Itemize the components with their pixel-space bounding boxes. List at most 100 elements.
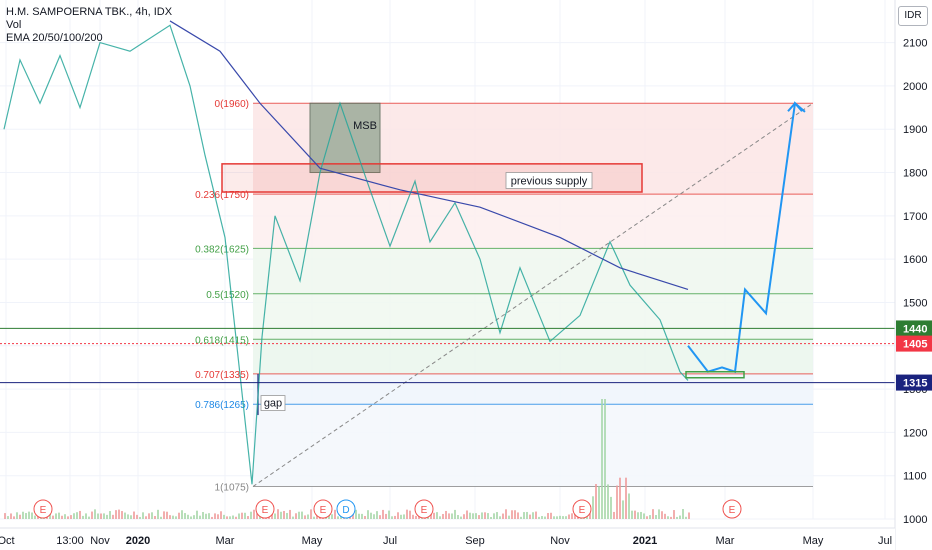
volume-bar (448, 513, 450, 519)
volume-bar (460, 516, 462, 519)
volume-bar (598, 486, 600, 519)
volume-bar (85, 513, 87, 519)
price-tag-1315 (896, 374, 932, 391)
x-tick-label: Nov (550, 535, 570, 547)
volume-bar (310, 509, 312, 519)
event-marker (336, 499, 356, 519)
volume-bar (391, 516, 393, 519)
y-tick-label: 1700 (903, 211, 927, 223)
volume-bar (313, 516, 315, 519)
volume-bar (604, 399, 606, 519)
x-tick-label: Mar (716, 535, 735, 547)
ema-label[interactable]: EMA 20/50/100/200 (6, 32, 103, 44)
y-tick-label: 1800 (903, 168, 927, 180)
volume-bar (157, 509, 159, 519)
event-marker-label: E (579, 505, 586, 516)
volume-bar (145, 516, 147, 519)
symbol-title[interactable]: H.M. SAMPOERNA TBK., 4h, IDX (6, 6, 173, 18)
volume-bar (664, 513, 666, 519)
volume-bar (592, 496, 594, 519)
volume-label[interactable]: Vol (6, 19, 22, 31)
volume-bar (367, 510, 369, 519)
price-tag-label: 1440 (903, 323, 927, 335)
volume-bar (487, 513, 489, 519)
volume-bar (31, 512, 33, 519)
volume-bar (634, 510, 636, 519)
x-tick-label: Sep (465, 535, 485, 547)
event-marker (572, 499, 592, 519)
volume-bar (433, 512, 435, 519)
volume-bar (628, 493, 630, 519)
volume-bar (229, 516, 231, 519)
volume-bar (61, 515, 63, 519)
volume-bar (385, 513, 387, 519)
event-marker (414, 499, 434, 519)
volume-bar (277, 509, 279, 519)
volume-bar (622, 500, 624, 519)
x-tick-label: May (803, 535, 824, 547)
fib-level-label: 0.236(1750) (195, 190, 249, 201)
volume-bar (118, 509, 120, 519)
volume-bar (454, 509, 456, 519)
event-marker-label: E (320, 505, 327, 516)
volume-bar (169, 515, 171, 519)
volume-bar (52, 515, 54, 519)
volume-bar (232, 515, 234, 519)
volume-bar (388, 510, 390, 519)
volume-bar (562, 516, 564, 519)
supply-label-box (505, 172, 593, 189)
volume-bar (7, 516, 9, 519)
volume-bar (73, 513, 75, 519)
y-tick-label: 1200 (903, 427, 927, 439)
y-tick-label: 1500 (903, 297, 927, 309)
x-tick-label: 2020 (126, 535, 150, 547)
volume-bar (274, 513, 276, 519)
x-tick-label: Jul (383, 535, 397, 547)
event-marker (313, 499, 333, 519)
volume-bar (364, 515, 366, 519)
volume-bar (541, 516, 543, 519)
volume-bar (382, 509, 384, 519)
volume-bar (304, 515, 306, 519)
volume-bar (352, 513, 354, 519)
volume-bar (667, 516, 669, 519)
event-marker-label: E (40, 505, 47, 516)
volume-bar (472, 513, 474, 519)
volume-bar (103, 513, 105, 519)
volume-bar (238, 513, 240, 519)
volume-bar (571, 513, 573, 519)
volume-bar (295, 513, 297, 519)
volume-bar (19, 514, 21, 519)
volume-bar (568, 514, 570, 519)
x-tick-label: Mar (216, 535, 235, 547)
fib-level-label: 0.707(1335) (195, 370, 249, 381)
fib-level-label: 0.5(1520) (206, 290, 249, 301)
volume-bar (160, 516, 162, 519)
y-tick-label: 2100 (903, 38, 927, 50)
volume-bar (490, 516, 492, 519)
volume-bar (649, 515, 651, 519)
volume-bar (637, 512, 639, 519)
volume-bar (211, 516, 213, 519)
volume-bar (553, 516, 555, 519)
volume-bar (397, 512, 399, 519)
volume-bar (478, 515, 480, 519)
volume-bar (202, 512, 204, 519)
volume-bar (100, 513, 102, 519)
event-marker (33, 499, 53, 519)
volume-bar (484, 512, 486, 519)
volume-bar (616, 485, 618, 519)
volume-bar (349, 516, 351, 519)
y-tick-label: 1900 (903, 124, 927, 136)
volume-bar (463, 514, 465, 519)
volume-bar (166, 511, 168, 519)
volume-bar (658, 509, 660, 519)
volume-bar (475, 513, 477, 519)
volume-bar (469, 512, 471, 519)
volume-bar (196, 510, 198, 519)
y-tick-label: 2000 (903, 81, 927, 93)
volume-bar (358, 513, 360, 519)
currency-badge[interactable]: IDR (898, 6, 928, 26)
volume-bar (208, 513, 210, 519)
